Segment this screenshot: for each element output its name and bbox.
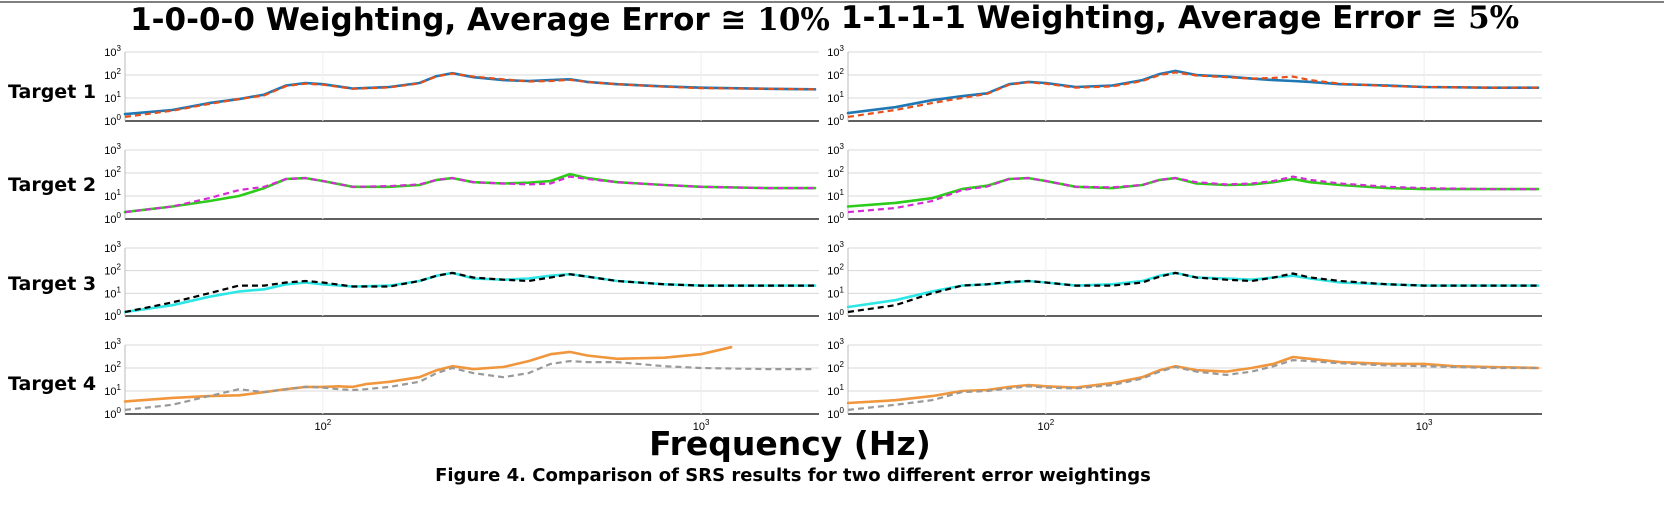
y-tick-label: 101 xyxy=(827,285,844,300)
dashed-series-line xyxy=(124,175,815,214)
y-tick-label: 103 xyxy=(104,240,121,255)
panel-r1-c1: 100 101 102 103 xyxy=(104,44,819,128)
right-title-text: 1-1-1-1 Weighting, Average Error ≅ xyxy=(841,0,1468,36)
left-title-math: 10% xyxy=(757,2,830,38)
solid-series-line xyxy=(846,271,1540,309)
y-tick-label: 102 xyxy=(104,360,121,375)
y-tick-label: 100 xyxy=(104,406,121,421)
y-tick-label: 102 xyxy=(104,67,121,82)
y-tick-label: 102 xyxy=(827,360,844,375)
panel-r2-c1: 100 101 102 103 xyxy=(104,142,819,226)
panel-r3-c2: 100 101 102 103 xyxy=(827,240,1542,323)
right-title-math: 5% xyxy=(1468,0,1519,36)
left-title-text: 1-0-0-0 Weighting, Average Error ≅ xyxy=(130,2,757,38)
panel-r4-c2: 100 101 102 103 102 103 xyxy=(827,337,1542,433)
y-tick-label: 103 xyxy=(104,142,121,157)
dashed-series-line xyxy=(124,72,816,118)
plot-panels: 1001011021031001011021031001011021031001… xyxy=(104,44,1542,433)
y-tick-label: 101 xyxy=(104,383,121,398)
solid-series-line xyxy=(123,271,817,314)
y-tick-label: 101 xyxy=(827,383,844,398)
y-tick-label: 101 xyxy=(104,90,121,105)
dashed-series-line xyxy=(124,360,815,411)
dashed-series-line xyxy=(847,359,1538,411)
dashed-series-line xyxy=(847,271,1538,314)
y-tick-label: 103 xyxy=(104,337,121,352)
x-tick-label: 103 xyxy=(693,418,710,433)
y-tick-label: 103 xyxy=(827,337,844,352)
y-tick-label: 102 xyxy=(104,263,121,278)
panel-r1-c2: 100 101 102 103 xyxy=(827,44,1542,128)
solid-series-line xyxy=(123,345,733,403)
row-label-target-2: Target 2 xyxy=(8,174,96,196)
y-tick-label: 103 xyxy=(827,240,844,255)
y-tick-label: 102 xyxy=(827,263,844,278)
x-axis-label: Frequency (Hz) xyxy=(649,424,931,463)
y-tick-label: 101 xyxy=(827,90,844,105)
solid-series-line xyxy=(123,71,817,116)
y-tick-label: 101 xyxy=(104,188,121,203)
panel-r4-c1: 100 101 102 103 102 103 xyxy=(104,337,819,433)
y-tick-label: 100 xyxy=(827,406,844,421)
dashed-series-line xyxy=(124,271,815,314)
y-tick-label: 103 xyxy=(104,44,121,59)
y-tick-label: 102 xyxy=(827,67,844,82)
y-tick-label: 102 xyxy=(827,165,844,180)
y-tick-label: 102 xyxy=(104,165,121,180)
dashed-series-line xyxy=(847,175,1538,214)
y-tick-label: 101 xyxy=(104,285,121,300)
x-tick-label: 102 xyxy=(1037,418,1054,433)
left-panel-title: 1-0-0-0 Weighting, Average Error ≅ 10% xyxy=(130,2,830,38)
y-tick-label: 101 xyxy=(827,188,844,203)
y-tick-label: 100 xyxy=(827,113,844,128)
panel-r2-c2: 100 101 102 103 xyxy=(827,142,1542,226)
y-tick-label: 100 xyxy=(104,211,121,226)
y-tick-label: 100 xyxy=(827,211,844,226)
row-label-target-1: Target 1 xyxy=(8,81,96,103)
x-tick-label: 103 xyxy=(1416,418,1433,433)
row-label-target-4: Target 4 xyxy=(8,373,96,395)
dashed-series-line xyxy=(847,71,1538,118)
right-panel-title: 1-1-1-1 Weighting, Average Error ≅ 5% xyxy=(841,0,1519,36)
y-tick-label: 100 xyxy=(104,308,121,323)
panel-r3-c1: 100 101 102 103 xyxy=(104,240,819,323)
row-label-target-3: Target 3 xyxy=(8,273,96,295)
y-tick-label: 103 xyxy=(827,142,844,157)
y-tick-label: 100 xyxy=(104,113,121,128)
x-tick-label: 102 xyxy=(314,418,331,433)
solid-series-line xyxy=(846,69,1540,115)
solid-series-line xyxy=(846,355,1540,405)
y-tick-label: 103 xyxy=(827,44,844,59)
figure-caption: Figure 4. Comparison of SRS results for … xyxy=(435,465,1151,486)
y-tick-label: 100 xyxy=(827,308,844,323)
